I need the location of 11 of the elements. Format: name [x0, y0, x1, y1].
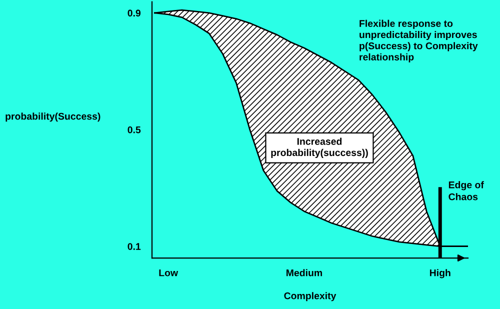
x-tick-label: Low — [159, 269, 178, 276]
x-tick-label: Medium — [286, 269, 322, 276]
ref-line-label: Edge of Chaos — [448, 181, 484, 200]
y-tick-label: 0.5 — [128, 126, 141, 134]
annotation: Flexible response to unpredictability improves p(Success) to Complexity relationship — [360, 20, 478, 62]
y-tick-label: 0.9 — [128, 10, 141, 17]
x-tick-label: High — [430, 269, 450, 278]
annotation: Increased probability(success)) — [271, 138, 368, 158]
y-axis-title: probability(Success) — [6, 112, 100, 122]
x-axis-title: Complexity — [284, 292, 336, 302]
y-tick-label: 0.1 — [128, 243, 141, 250]
